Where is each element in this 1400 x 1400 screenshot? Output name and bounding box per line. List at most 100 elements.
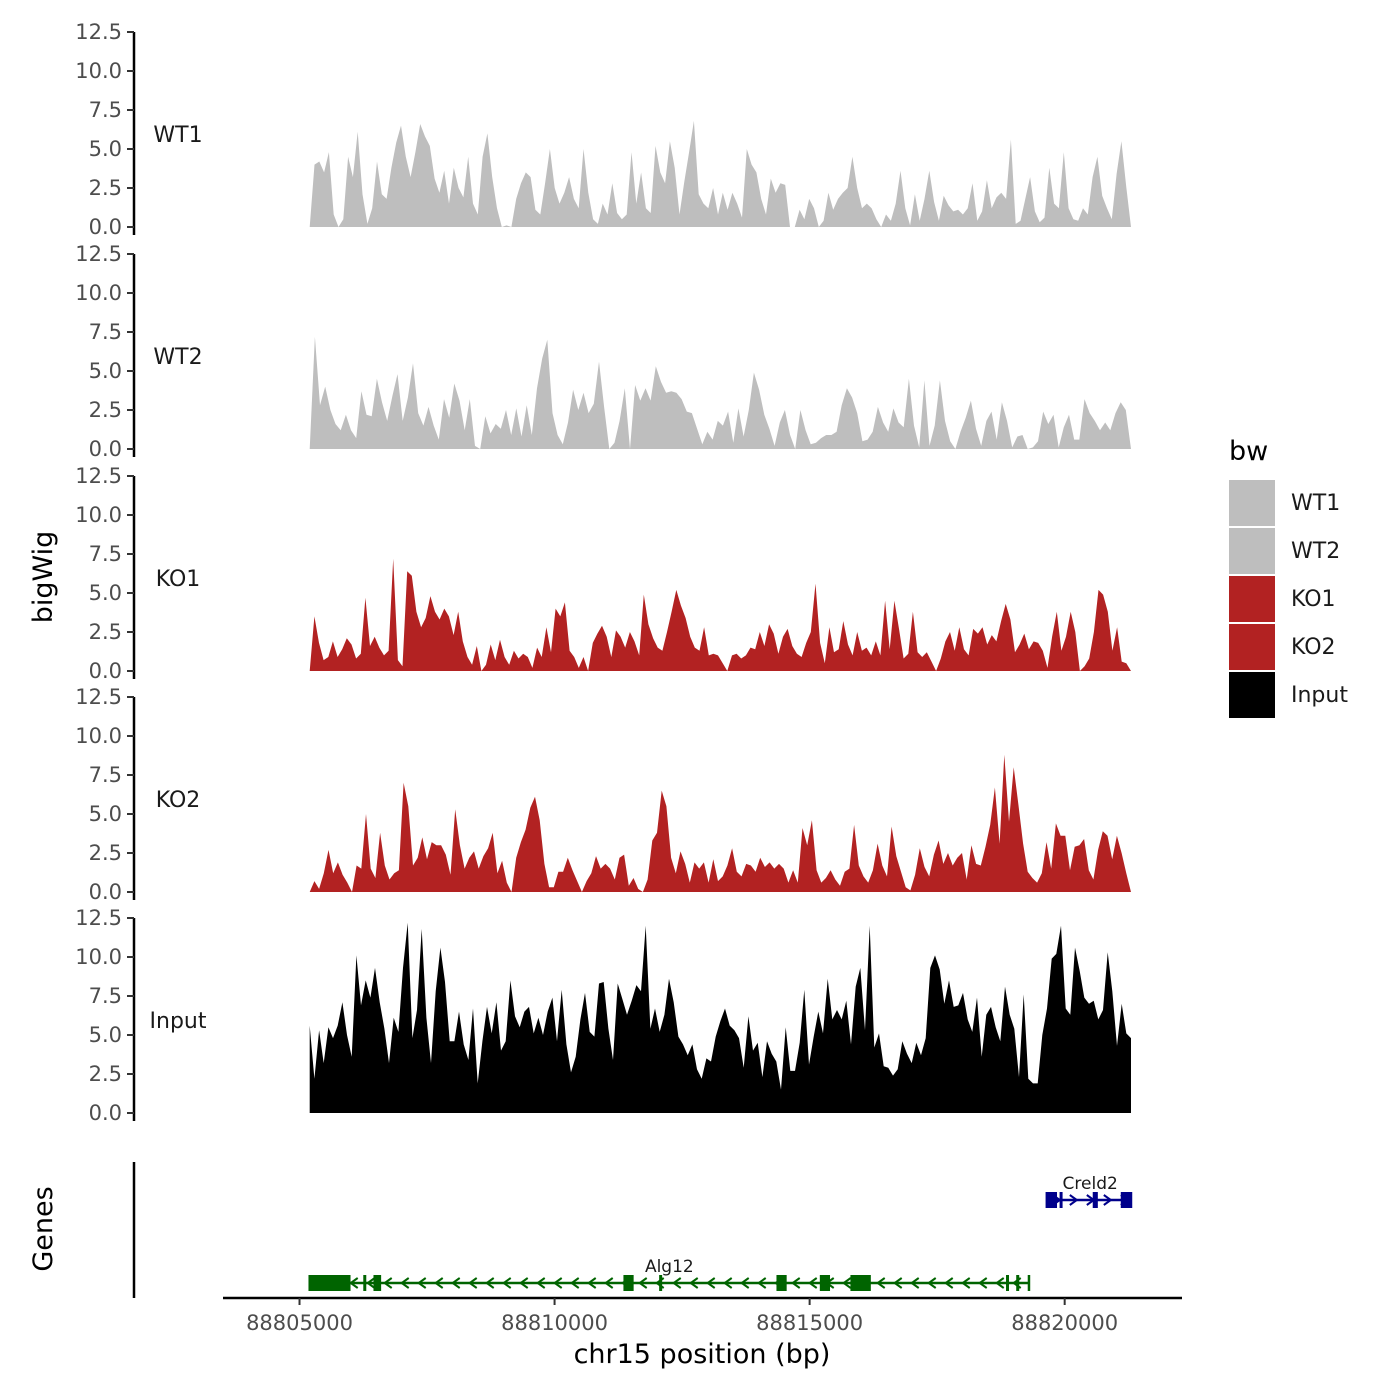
x-axis-title: chr15 position (bp) [574,1339,831,1370]
strand-arrow [603,1277,614,1289]
strand-arrow [1103,1194,1113,1206]
y-tick-label: 0.0 [89,659,122,683]
strand-arrow [552,1277,563,1289]
gene-name-label: Creld2 [1063,1174,1118,1194]
x-axis-ticks: 88805000 88810000 88815000 88820000 [246,1298,1118,1335]
legend-label-wt1: WT1 [1291,491,1340,516]
legend-swatch-wt1 [1229,480,1275,526]
y-tick-label: 7.5 [89,542,122,566]
legend-entries: WT1 WT2 KO1 KO2 Input [1229,480,1348,718]
exon [363,1275,367,1291]
strand-arrow [450,1277,461,1289]
legend-label-ko1: KO1 [1291,587,1336,612]
y-tick-label: 12.5 [75,242,122,266]
genes-axis-title: Genes [28,1186,59,1271]
area-series-ko1 [309,558,1131,671]
y-axis-title: bigWig [28,531,59,624]
exon [819,1275,831,1291]
y-tick-label: 12.5 [75,464,122,488]
y-tick-label: 10.0 [75,724,122,748]
gene-alg12: Alg12 [308,1257,1031,1291]
legend: bw WT1 WT2 KO1 KO2 Input [1229,436,1348,718]
track-ko2: 0.0 2.5 5.0 7.5 10.0 12.5 KO2 [75,685,1131,904]
legend-label-wt2: WT2 [1291,539,1340,564]
exon [309,1275,351,1291]
strand-arrow [688,1277,699,1289]
y-tick-label: 0.0 [89,880,122,904]
exon [1046,1192,1058,1208]
y-tick-label: 5.0 [89,581,122,605]
exon [659,1275,663,1291]
track-label: KO1 [156,567,201,592]
y-tick-label: 10.0 [75,281,122,305]
strand-arrow [518,1277,529,1289]
area-series-ko2 [309,754,1131,892]
legend-label-ko2: KO2 [1291,635,1336,660]
x-tick-label: 88805000 [246,1311,353,1335]
strand-arrow [756,1277,767,1289]
strand-arrow [501,1277,512,1289]
track-ko1: 0.0 2.5 5.0 7.5 10.0 12.5 KO1 [75,464,1131,683]
strand-arrow [841,1277,852,1289]
y-tick-label: 5.0 [89,359,122,383]
gene-creld2: Creld2 [1045,1174,1133,1208]
genes-panel: Creld2 Alg12 [132,1162,1133,1298]
y-tick-label: 2.5 [89,1062,122,1086]
y-tick-label: 7.5 [89,98,122,122]
exon [1092,1192,1098,1208]
strand-arrow [382,1277,393,1289]
strand-arrow [977,1277,988,1289]
exon [776,1275,787,1291]
strand-arrow [790,1277,801,1289]
track-wt2: 0.0 2.5 5.0 7.5 10.0 12.5 WT2 [75,242,1131,461]
strand-arrow [637,1277,648,1289]
legend-title: bw [1229,436,1268,467]
legend-swatch-ko1 [1229,576,1275,622]
area-series-wt1 [309,120,1131,227]
strand-arrow [807,1277,818,1289]
x-tick-label: 88815000 [756,1311,863,1335]
y-tick-label: 2.5 [89,176,122,200]
y-tick-label: 12.5 [75,906,122,930]
strand-arrow [926,1277,937,1289]
strand-arrow [909,1277,920,1289]
exon [1016,1275,1020,1291]
strand-arrow [960,1277,971,1289]
y-tick-label: 10.0 [75,59,122,83]
strand-arrow [433,1277,444,1289]
legend-swatch-wt2 [1229,528,1275,574]
gene-name-label: Alg12 [645,1257,694,1277]
signal-tracks: 0.0 2.5 5.0 7.5 10.0 12.5 WT1 0.0 2.5 5.0 7.5 10.0 1… [75,20,1131,1125]
strand-arrow [892,1277,903,1289]
track-label: KO2 [156,788,201,813]
y-tick-label: 2.5 [89,620,122,644]
strand-arrow [943,1277,954,1289]
y-tick-label: 12.5 [75,20,122,44]
track-label: WT1 [153,123,202,148]
y-tick-label: 7.5 [89,763,122,787]
y-tick-label: 0.0 [89,437,122,461]
strand-arrow [739,1277,750,1289]
strand-arrow [416,1277,427,1289]
strand-arrow [1069,1194,1079,1206]
y-tick-label: 10.0 [75,503,122,527]
strand-arrow [994,1277,1005,1289]
strand-arrow [467,1277,478,1289]
y-tick-label: 2.5 [89,841,122,865]
strand-arrow [875,1277,886,1289]
exon [850,1275,871,1291]
y-tick-label: 5.0 [89,1023,122,1047]
y-tick-label: 0.0 [89,1101,122,1125]
strand-arrow [569,1277,580,1289]
y-tick-label: 5.0 [89,802,122,826]
y-tick-label: 7.5 [89,984,122,1008]
y-tick-label: 12.5 [75,685,122,709]
strand-arrow [399,1277,410,1289]
x-tick-label: 88820000 [1011,1311,1118,1335]
exon [623,1275,634,1291]
y-tick-label: 10.0 [75,945,122,969]
x-axis: 88805000 88810000 88815000 88820000 [223,1296,1182,1335]
gene-models: Creld2 Alg12 [308,1174,1133,1291]
track-label: WT2 [153,345,202,370]
strand-arrow [671,1277,682,1289]
